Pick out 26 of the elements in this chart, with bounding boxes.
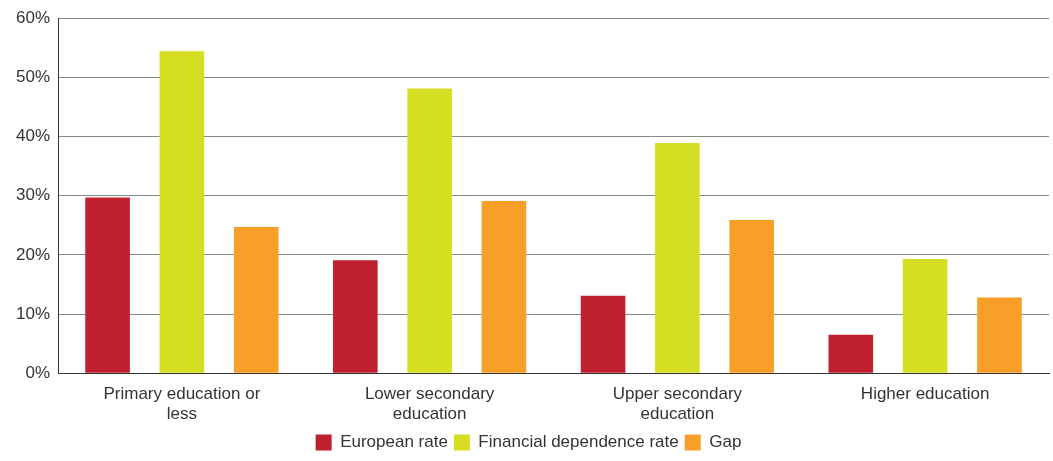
y-tick-label: 30%: [15, 185, 51, 205]
y-tick-label: 40%: [15, 126, 51, 146]
x-tick-label: Primary education or less: [103, 384, 261, 424]
y-tick-label: 50%: [15, 67, 51, 87]
bar: [85, 197, 130, 373]
legend-label: European rate: [340, 432, 448, 452]
bar: [828, 334, 874, 373]
bar: [729, 219, 774, 373]
bar: [407, 88, 452, 373]
x-tick-label: Upper secondary education: [612, 384, 743, 424]
y-tick-label: 10%: [15, 303, 51, 323]
legend-label: Financial dependence rate: [478, 432, 679, 452]
bar: [159, 51, 205, 373]
bar: [233, 227, 279, 373]
bar: [580, 295, 626, 373]
legend-label: Gap: [709, 432, 742, 452]
bar: [655, 143, 700, 373]
y-tick-label: 60%: [15, 7, 51, 27]
y-tick-label: 20%: [15, 244, 51, 264]
bar: [481, 201, 527, 373]
x-tick-label: Higher education: [860, 384, 990, 404]
bar: [902, 259, 948, 373]
y-tick-label: 0%: [25, 362, 51, 382]
x-tick-label: Lower secondary education: [364, 384, 495, 424]
bar: [333, 260, 378, 373]
bar: [977, 297, 1022, 373]
